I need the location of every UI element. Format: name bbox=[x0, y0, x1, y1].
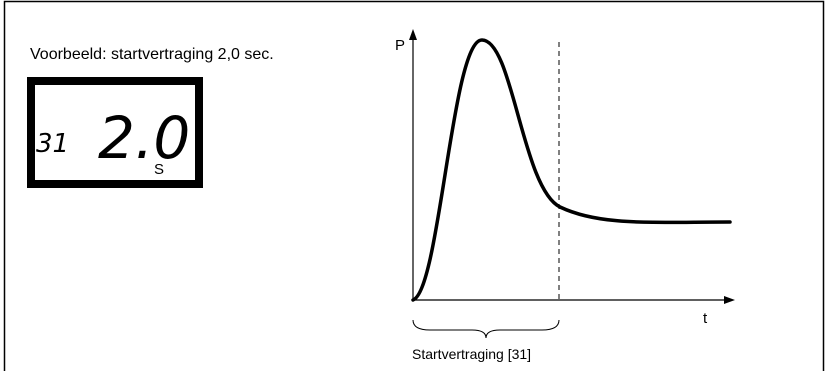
x-axis-label: t bbox=[703, 310, 708, 327]
display-value: 2.0 bbox=[98, 104, 190, 172]
display-frame bbox=[27, 77, 203, 188]
brace-label: Startvertraging [31] bbox=[412, 346, 531, 362]
x-axis-arrow bbox=[724, 296, 735, 304]
frame bbox=[3, 0, 825, 371]
display-unit: S bbox=[154, 161, 164, 178]
display-parameter: 31 bbox=[36, 129, 69, 159]
y-axis-arrow bbox=[409, 29, 417, 40]
delay-brace bbox=[412, 319, 560, 339]
power-curve bbox=[411, 38, 732, 302]
y-axis-label: P bbox=[395, 37, 405, 54]
example-caption: Voorbeeld: startvertraging 2,0 sec. bbox=[30, 46, 274, 63]
